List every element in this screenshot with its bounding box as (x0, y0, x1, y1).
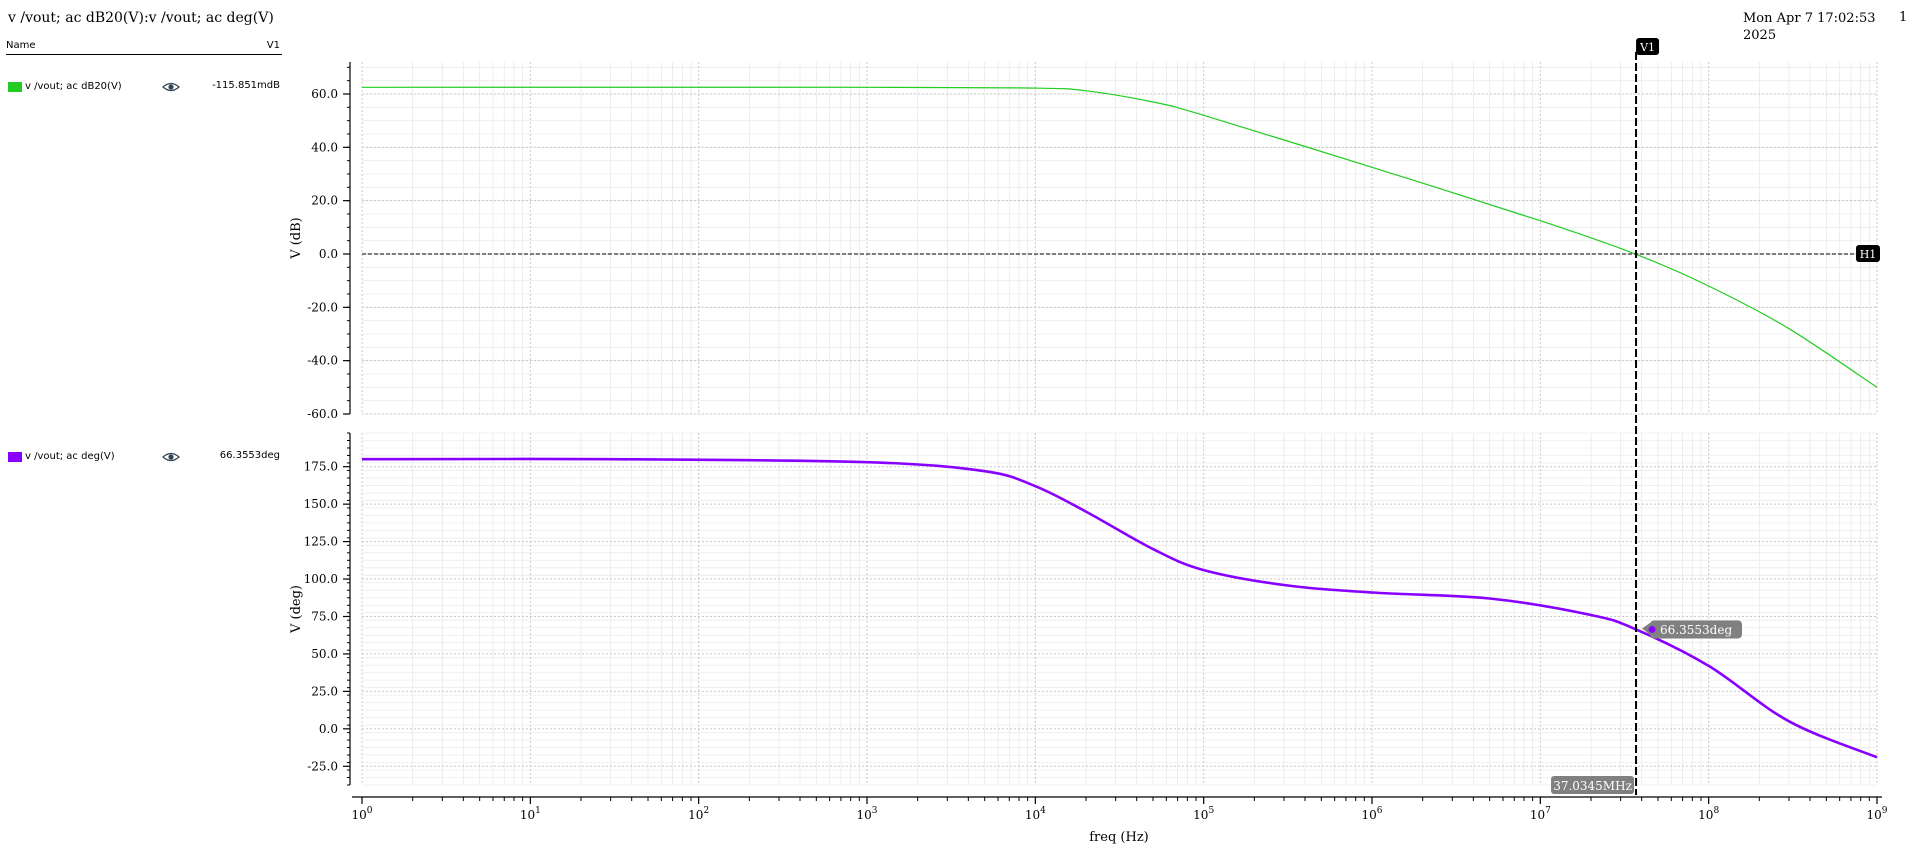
y-tick-label: -25.0 (307, 759, 338, 773)
x-tick-label: 105 (1193, 806, 1214, 822)
timestamp-line1: Mon Apr 7 17:02:53 (1743, 11, 1876, 26)
plot-title: v /vout; ac dB20(V):v /vout; ac deg(V) (8, 10, 274, 26)
timestamp: Mon Apr 7 17:02:53 2025 (1743, 10, 1876, 44)
y-tick-label: -40.0 (307, 354, 338, 368)
legend-swatch-deg (8, 452, 22, 462)
point-label-box (1650, 620, 1743, 639)
y-tick-label: 75.0 (311, 609, 338, 623)
y-axis-label: V (dB) (289, 217, 304, 260)
x-tick-label: 102 (688, 806, 709, 822)
y-tick-label: 0.0 (319, 247, 338, 261)
x-marker-label: 37.0345MHz (1553, 779, 1632, 793)
y-axis-label: V (deg) (289, 585, 304, 634)
db-panel: -60.0 -40.0 -20.0 0.0 20.0 40.0 60.0 V (dB) (289, 62, 1878, 421)
y-tick-label: -60.0 (307, 407, 338, 421)
legend-label-deg: v /vout; ac deg(V) (25, 451, 115, 462)
legend-item-deg[interactable]: v /vout; ac deg(V) 66.3553deg (6, 450, 282, 466)
x-tick-label: 107 (1530, 806, 1551, 822)
h1-marker-badge (1856, 245, 1880, 262)
point-marker (1648, 625, 1656, 633)
eye-icon[interactable] (162, 80, 180, 94)
legend-cursor-header: V1 (266, 40, 280, 51)
point-label-text: 66.3553deg (1660, 623, 1732, 637)
x-tick-label: 108 (1698, 806, 1719, 822)
y-tick-label: 175.0 (304, 460, 338, 474)
x-axis: 100 101 102 103 104 105 106 107 108 109 freq (Hz) (351, 796, 1888, 845)
x-tick-label: 100 (351, 806, 372, 822)
x-tick-label: 106 (1361, 806, 1382, 822)
y-tick-label: 60.0 (311, 87, 338, 101)
x-tick-label: 109 (1866, 806, 1887, 822)
y-tick-label: 150.0 (304, 497, 338, 511)
legend-label-db: v /vout; ac dB20(V) (25, 81, 122, 92)
eye-icon[interactable] (162, 450, 180, 464)
y-tick-label: 50.0 (311, 647, 338, 661)
y-tick-label: 100.0 (304, 572, 338, 586)
legend-value-deg: 66.3553deg (219, 450, 280, 461)
page-number: 1 (1899, 10, 1908, 25)
legend-name-header: Name (6, 40, 36, 51)
x-tick-label: 103 (856, 806, 877, 822)
point-label-pointer (1642, 621, 1653, 637)
legend-swatch-db (8, 82, 22, 92)
v1-marker-badge (1636, 38, 1660, 55)
legend-header: Name V1 (6, 40, 282, 55)
h1-marker-label: H1 (1860, 248, 1877, 261)
y-tick-label: 20.0 (311, 194, 338, 208)
x-axis-label: freq (Hz) (1089, 830, 1149, 845)
phase-panel: -25.0 0.0 25.0 50.0 75.0 100.0 125.0 150.0 175.0… (289, 432, 1878, 786)
y-tick-label: 0.0 (319, 722, 338, 736)
y-tick-label: -20.0 (307, 300, 338, 314)
v1-marker-label: V1 (1639, 41, 1655, 54)
x-tick-label: 101 (520, 806, 541, 822)
phase-trace (361, 457, 1878, 759)
legend-value-db: -115.851mdB (212, 80, 280, 91)
y-tick-label: 40.0 (311, 140, 338, 154)
y-tick-label: 25.0 (311, 684, 338, 698)
x-marker-box (1551, 776, 1635, 794)
x-tick-label: 104 (1025, 806, 1046, 822)
timestamp-line2: 2025 (1743, 28, 1777, 43)
y-tick-label: 125.0 (304, 535, 338, 549)
legend-item-db[interactable]: v /vout; ac dB20(V) -115.851mdB (6, 80, 282, 96)
db-trace (361, 86, 1878, 388)
